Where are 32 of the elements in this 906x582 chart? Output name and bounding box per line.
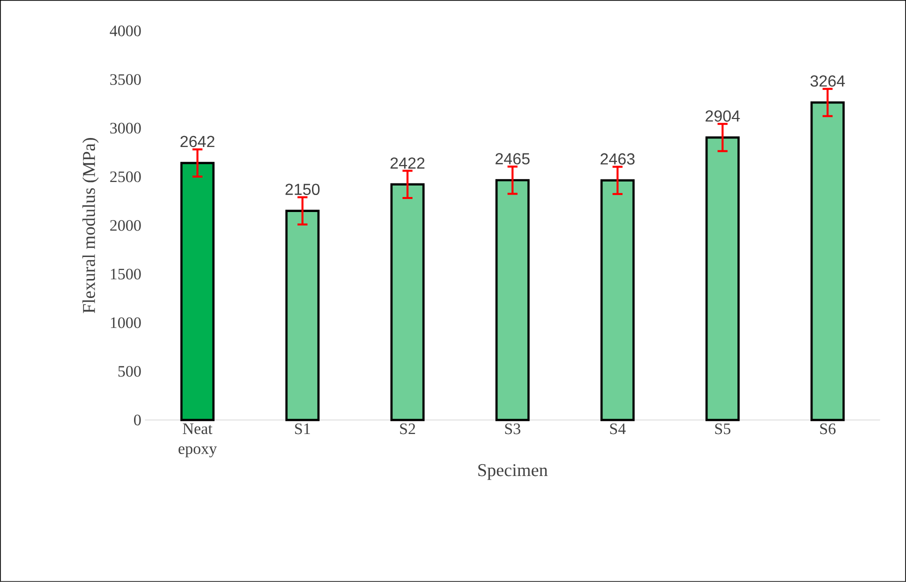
bar	[810, 101, 845, 422]
bar	[495, 179, 530, 422]
data-label: 2465	[496, 153, 530, 164]
y-axis-title: Flexural modulus (MPa)	[82, 138, 99, 314]
bar	[390, 183, 425, 422]
bar	[705, 136, 740, 422]
x-tick-label: Neat epoxy	[178, 424, 217, 458]
x-tick-label: S1	[295, 424, 310, 434]
y-tick-label: 2000	[110, 220, 141, 231]
y-tick-label: 1000	[110, 317, 141, 328]
x-tick-label: S3	[505, 424, 520, 434]
y-tick-label: 1500	[110, 268, 141, 280]
y-tick-label: 0	[134, 414, 141, 426]
data-label: 2463	[600, 153, 635, 165]
bar	[600, 179, 635, 422]
bar	[285, 210, 320, 422]
x-tick-label: S2	[400, 424, 416, 434]
data-label: 2904	[706, 110, 740, 122]
y-tick-label: 2500	[110, 171, 141, 182]
x-tick-label: S6	[820, 424, 836, 434]
y-tick-label: 500	[118, 366, 141, 377]
y-tick-label: 3000	[110, 122, 141, 134]
x-tick-label: S5	[715, 424, 730, 434]
data-label: 2422	[390, 157, 424, 169]
y-tick-label: 4000	[110, 26, 141, 36]
y-tick-label: 3500	[110, 74, 141, 85]
data-label: 3264	[810, 75, 845, 87]
bar	[180, 162, 215, 422]
x-tick-label: S4	[610, 424, 626, 434]
data-label: 2642	[180, 136, 214, 148]
data-label: 2150	[286, 184, 320, 196]
x-axis-title: Specimen	[478, 464, 548, 480]
